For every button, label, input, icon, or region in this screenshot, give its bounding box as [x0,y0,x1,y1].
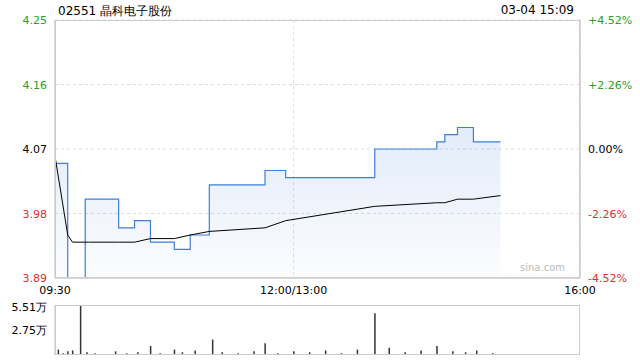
svg-text:-2.26%: -2.26% [588,208,627,221]
svg-text:4.16: 4.16 [23,79,48,92]
svg-text:2.75万: 2.75万 [12,324,48,337]
svg-text:4.25: 4.25 [23,14,48,27]
svg-text:5.51万: 5.51万 [12,301,48,314]
svg-text:12:00/13:00: 12:00/13:00 [260,284,327,297]
html-text:03-04 15:09: 03-04 15:09 [500,3,574,17]
svg-text:-4.52%: -4.52% [588,272,627,285]
svg-text:3.98: 3.98 [23,208,48,221]
svg-text:+2.26%: +2.26% [588,79,632,92]
svg-text:0.00%: 0.00% [588,143,623,156]
html-text:sina.com: sina.com [520,262,565,273]
svg-text:09:30: 09:30 [39,284,71,297]
svg-text:3.89: 3.89 [23,272,48,285]
svg-text:16:00: 16:00 [564,284,596,297]
html-text:02551 晶科电子股份: 02551 晶科电子股份 [58,4,172,18]
svg-text:+4.52%: +4.52% [588,14,632,27]
svg-text:4.07: 4.07 [23,143,48,156]
